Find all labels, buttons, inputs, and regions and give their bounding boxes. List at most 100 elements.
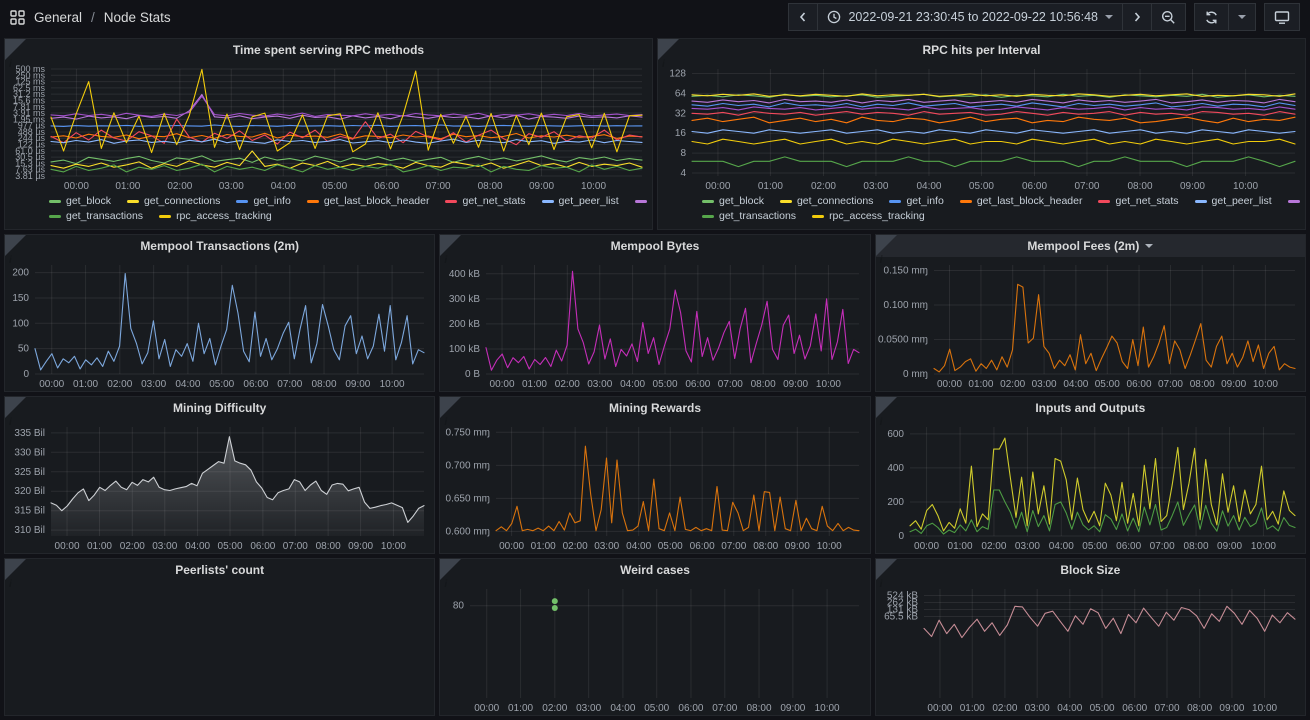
legend-item-get_block[interactable]: get_block — [702, 194, 764, 209]
info-icon: i — [879, 417, 883, 428]
legend-item-get_info[interactable]: get_info — [889, 194, 944, 209]
legend-item-get_net_stats[interactable]: get_net_stats — [1098, 194, 1179, 209]
panel-info-icon[interactable]: i — [875, 397, 897, 428]
panel-title[interactable]: Mining Difficulty — [173, 401, 267, 415]
svg-text:09:00: 09:00 — [345, 379, 370, 390]
chart-inputs-outputs[interactable]: 00:00 01:00 02:00 03:00 04:00 05:00 06:00 07:00… — [876, 419, 1305, 553]
panel-title[interactable]: Inputs and Outputs — [1035, 401, 1146, 415]
panel-title[interactable]: Block Size — [1060, 563, 1121, 577]
panel-title[interactable]: Mempool Fees (2m) — [1027, 239, 1140, 253]
legend-item-get_info[interactable]: get_info — [236, 194, 291, 209]
panel-title[interactable]: RPC hits per Interval — [922, 43, 1041, 57]
legend-item-get_transactions[interactable]: get_transactions — [702, 209, 796, 224]
svg-text:08:00: 08:00 — [316, 541, 341, 552]
panel-header-rpc-hits[interactable]: RPC hits per Interval — [658, 39, 1305, 61]
chart-mempool-transactions[interactable]: 00:00 01:00 02:00 03:00 04:00 05:00 06:00 07:00… — [5, 257, 434, 391]
chart-mining-difficulty[interactable]: 00:00 01:00 02:00 03:00 04:00 05:00 06:00 07:00… — [5, 419, 434, 553]
legend-marker — [445, 200, 458, 203]
svg-text:0.150 mɱ: 0.150 mɱ — [883, 266, 927, 277]
panel-info-icon[interactable]: i — [5, 397, 26, 428]
svg-text:08:00: 08:00 — [1183, 541, 1208, 552]
legend-label: get_net_stats — [1115, 195, 1179, 207]
panel-title[interactable]: Mempool Bytes — [610, 239, 700, 253]
legend-item-get_block[interactable]: get_block — [49, 194, 111, 209]
legend-item-get_last_block_header[interactable]: get_last_block_header — [959, 194, 1083, 209]
zoom-out-button[interactable] — [1151, 3, 1186, 31]
legend-item-rpc_access_tracking[interactable]: rpc_access_tracking — [159, 209, 272, 224]
refresh-button[interactable] — [1194, 3, 1229, 31]
panel-header-mining-rewards[interactable]: Mining Rewards — [440, 397, 869, 419]
svg-text:04:00: 04:00 — [916, 181, 941, 192]
svg-text:06:00: 06:00 — [1022, 181, 1047, 192]
panel-menu-chevron-icon[interactable] — [1145, 244, 1154, 248]
panel-info-icon[interactable]: i — [440, 559, 462, 590]
panel-header-weird-cases[interactable]: Weird cases — [440, 559, 869, 581]
panel-info-icon[interactable]: i — [875, 559, 897, 590]
legend-label: rpc_access_tracking — [829, 210, 925, 222]
panel-title[interactable]: Time spent serving RPC methods — [232, 43, 425, 57]
breadcrumb: General / Node Stats — [10, 10, 171, 25]
panel-header-inputs-outputs[interactable]: Inputs and Outputs — [876, 397, 1305, 419]
legend-item-get_peer_list[interactable]: get_peer_list — [1194, 194, 1272, 209]
chart-mining-rewards[interactable]: 00:00 01:00 02:00 03:00 04:00 05:00 06:00 07:00… — [440, 419, 869, 553]
panel-info-icon[interactable]: i — [440, 397, 462, 428]
refresh-interval-dropdown[interactable] — [1228, 3, 1256, 31]
legend-item-get_peer_list[interactable]: get_peer_list — [541, 194, 619, 209]
time-shift-back-button[interactable] — [788, 3, 819, 31]
chart-rpc-hits[interactable]: 00:00 01:00 02:00 03:00 04:00 05:00 06:00 07:00… — [658, 61, 1305, 193]
legend-item-get_last_block_header[interactable]: get_last_block_header — [306, 194, 429, 209]
chart-mempool-fees[interactable]: 00:00 01:00 02:00 03:00 04:00 05:00 06:00 07:00… — [876, 257, 1305, 391]
time-shift-forward-button[interactable] — [1122, 3, 1152, 31]
svg-text:0 B: 0 B — [465, 369, 480, 380]
chart-block-size[interactable]: 00:00 01:00 02:00 03:00 04:00 05:00 06:00 07:00… — [876, 581, 1305, 715]
svg-text:300 kB: 300 kB — [449, 294, 480, 305]
panel-rpc-time: i Time spent serving RPC methods 00:00 01:0… — [4, 38, 653, 230]
legend-item-rpc_access_tracking[interactable]: rpc_access_tracking — [812, 209, 925, 224]
panel-header-mempool-fees[interactable]: Mempool Fees (2m) — [875, 235, 1305, 257]
svg-text:07:00: 07:00 — [718, 379, 743, 390]
svg-text:05:00: 05:00 — [1094, 379, 1119, 390]
panel-title[interactable]: Weird cases — [620, 563, 690, 577]
panel-title[interactable]: Mempool Transactions (2m) — [140, 239, 300, 253]
chart-rpc-time[interactable]: 00:00 01:00 02:00 03:00 04:00 05:00 06:00 07:00… — [5, 61, 652, 193]
panel-block-size: i Block Size 00:00 01:00 02:00 03:00 04:00 05:0… — [874, 558, 1306, 716]
chart-area-weird-cases: 00:00 01:00 02:00 03:00 04:00 05:00 06:00 07:00… — [440, 581, 869, 715]
svg-text:0.700 mɱ: 0.700 mɱ — [446, 460, 490, 471]
panel-header-mempool-bytes[interactable]: Mempool Bytes — [440, 235, 869, 257]
cycle-view-mode-button[interactable] — [1264, 3, 1300, 31]
svg-text:15.6 ms: 15.6 ms — [13, 95, 46, 105]
chart-weird-cases[interactable]: 00:00 01:00 02:00 03:00 04:00 05:00 06:00 07:00… — [440, 581, 869, 715]
panel-title[interactable]: Peerlists' count — [175, 563, 265, 577]
chart-peerlists-count[interactable] — [5, 581, 434, 715]
panel-header-mempool-transactions[interactable]: Mempool Transactions (2m) — [5, 235, 434, 257]
chart-mempool-bytes[interactable]: 00:00 01:00 02:00 03:00 04:00 05:00 06:00 07:00… — [440, 257, 869, 391]
apps-grid-icon[interactable] — [10, 9, 25, 25]
svg-text:315 Bil: 315 Bil — [14, 506, 45, 517]
panel-info-icon[interactable]: i — [658, 39, 679, 70]
panel-header-block-size[interactable]: Block Size — [876, 559, 1305, 581]
breadcrumb-section[interactable]: General — [34, 9, 83, 25]
legend-label: get_last_block_header — [976, 195, 1083, 207]
panel-info-icon[interactable]: i — [5, 235, 26, 266]
legend-marker — [702, 215, 714, 218]
panel-header-rpc-time[interactable]: Time spent serving RPC methods — [5, 39, 652, 61]
legend-item-get_net_stats[interactable]: get_net_stats — [445, 194, 526, 209]
svg-text:03:00: 03:00 — [1024, 703, 1049, 714]
panel-info-icon[interactable]: i — [5, 559, 26, 590]
legend-item-get_transaction_pool[interactable]: get_transaction_pool — [1287, 194, 1305, 209]
legend-item-get_connections[interactable]: get_connections — [126, 194, 220, 209]
chart-area-rpc-hits: 00:00 01:00 02:00 03:00 04:00 05:00 06:00 07:00… — [658, 61, 1305, 193]
panel-info-icon[interactable]: i — [440, 235, 462, 266]
panel-header-peerlists-count[interactable]: Peerlists' count — [5, 559, 434, 581]
legend-item-get_connections[interactable]: get_connections — [779, 194, 873, 209]
panel-info-icon[interactable]: i — [5, 39, 26, 70]
panel-info-icon[interactable]: i — [875, 235, 897, 266]
panel-title[interactable]: Mining Rewards — [608, 401, 701, 415]
time-range-picker[interactable]: 2022-09-21 23:30:45 to 2022-09-22 10:56:… — [817, 3, 1123, 31]
breadcrumb-page[interactable]: Node Stats — [103, 9, 171, 25]
legend-marker — [959, 200, 972, 203]
legend-item-get_transaction_pool[interactable]: get_transaction_pool — [634, 194, 652, 209]
refresh-icon — [1204, 10, 1219, 25]
panel-header-mining-difficulty[interactable]: Mining Difficulty — [5, 397, 434, 419]
legend-item-get_transactions[interactable]: get_transactions — [49, 209, 143, 224]
